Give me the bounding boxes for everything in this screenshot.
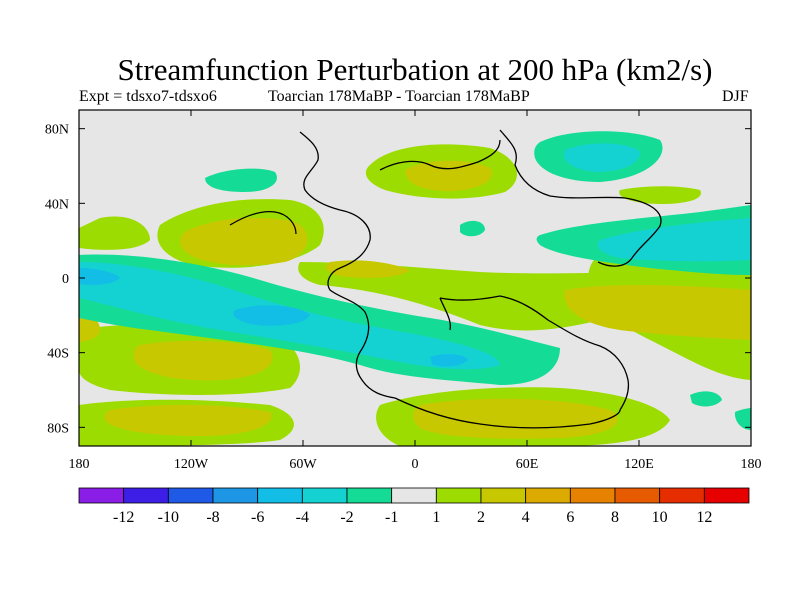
colorbar-label: -10 [158, 509, 179, 526]
colorbar-swatch [435, 487, 482, 504]
experiment-label: Expt = tdsxo7-tdsxo6 [79, 88, 217, 105]
contour-core-deep-negative-atlantic [430, 354, 468, 367]
x-tick-label: 180 [741, 457, 762, 472]
colorbar-label: -4 [296, 509, 309, 526]
colorbar-label: 12 [696, 509, 712, 526]
colorbar-swatch [569, 487, 616, 504]
colorbar-label: -2 [340, 509, 353, 526]
y-tick-label: 80S [47, 421, 69, 436]
y-tick-label: 0 [62, 272, 69, 287]
chart-title: Streamfunction Perturbation at 200 hPa (… [117, 52, 713, 87]
contour-band-positive-west-pacific [79, 216, 150, 250]
contour-core-southwest [104, 404, 272, 436]
colorbar-label: 10 [652, 509, 668, 526]
colorbar: -12 -10 -8 -6 -4 -2 -1 1 2 4 6 8 10 12 [78, 487, 750, 526]
season-label: DJF [722, 88, 749, 105]
colorbar-label: -6 [251, 509, 264, 526]
plot-field [79, 110, 751, 446]
coastline-tethys-north [439, 297, 451, 331]
colorbar-swatch [525, 487, 571, 504]
colorbar-swatch [212, 487, 259, 504]
contour-band-negative-northwest [205, 168, 277, 192]
contour-core-negative-east-arctic [564, 143, 640, 172]
period-label: Toarcian 178MaBP - Toarcian 178MaBP [268, 88, 530, 105]
colorbar-swatch [659, 487, 705, 504]
x-tick-label: 60W [289, 457, 317, 472]
contour-band-negative-southeast-edge [734, 408, 751, 430]
contour-core-deep-negative-west [79, 268, 120, 285]
colorbar-swatch [123, 487, 169, 504]
coastline-pangaea-east [499, 129, 662, 267]
x-tick-label: 0 [412, 457, 419, 472]
contour-core-deep-negative-pacific [233, 305, 310, 326]
colorbar-swatch [391, 487, 437, 504]
coastline-tethys-south [439, 295, 630, 411]
contour-core-north-pacific [180, 217, 308, 266]
coastline-pangaea-west [299, 131, 396, 399]
x-tick-label: 120W [174, 457, 209, 472]
colorbar-swatch [167, 487, 214, 504]
y-axis: 80N 40N 0 40S 80S [45, 123, 751, 436]
colorbar-swatch [703, 487, 750, 504]
coastlines [229, 129, 662, 429]
y-tick-label: 80N [45, 123, 69, 138]
colorbar-swatch [257, 487, 303, 504]
x-axis: 180 120W 60W 0 60E 120E 180 [69, 110, 762, 472]
colorbar-label: 8 [611, 509, 619, 526]
y-tick-label: 40S [47, 347, 69, 362]
colorbar-swatch [480, 487, 527, 504]
contour-core-southern [413, 398, 618, 439]
colorbar-swatch [78, 487, 125, 504]
contour-band-negative-small-atlantic [460, 220, 485, 237]
colorbar-label: -1 [385, 509, 398, 526]
contour-band-positive-small-pacific [619, 186, 701, 204]
contour-core-tethys [564, 285, 751, 340]
colorbar-swatch [614, 487, 661, 504]
colorbar-label: 2 [477, 509, 485, 526]
contour-core-negative-asia [597, 218, 751, 262]
contour-core-west-edge [79, 318, 100, 342]
colorbar-swatch [301, 487, 348, 504]
colorbar-label: -8 [206, 509, 219, 526]
coastline-gondwana-south [394, 397, 621, 429]
contour-core-north-atlantic [405, 160, 492, 191]
colorbar-label: 1 [432, 509, 440, 526]
colorbar-label: 4 [522, 509, 530, 526]
coastline-siberia [379, 139, 501, 171]
x-tick-label: 60E [516, 457, 539, 472]
coastline-cimmeria [229, 210, 297, 235]
colorbar-label: -12 [113, 509, 134, 526]
y-tick-label: 40N [45, 197, 69, 212]
colorbar-swatch [346, 487, 393, 504]
contour-core-south-pacific [133, 340, 273, 381]
x-tick-label: 180 [69, 457, 90, 472]
x-tick-label: 120E [624, 457, 654, 472]
contour-band-negative-southeast [690, 391, 722, 407]
colorbar-label: 6 [566, 509, 574, 526]
